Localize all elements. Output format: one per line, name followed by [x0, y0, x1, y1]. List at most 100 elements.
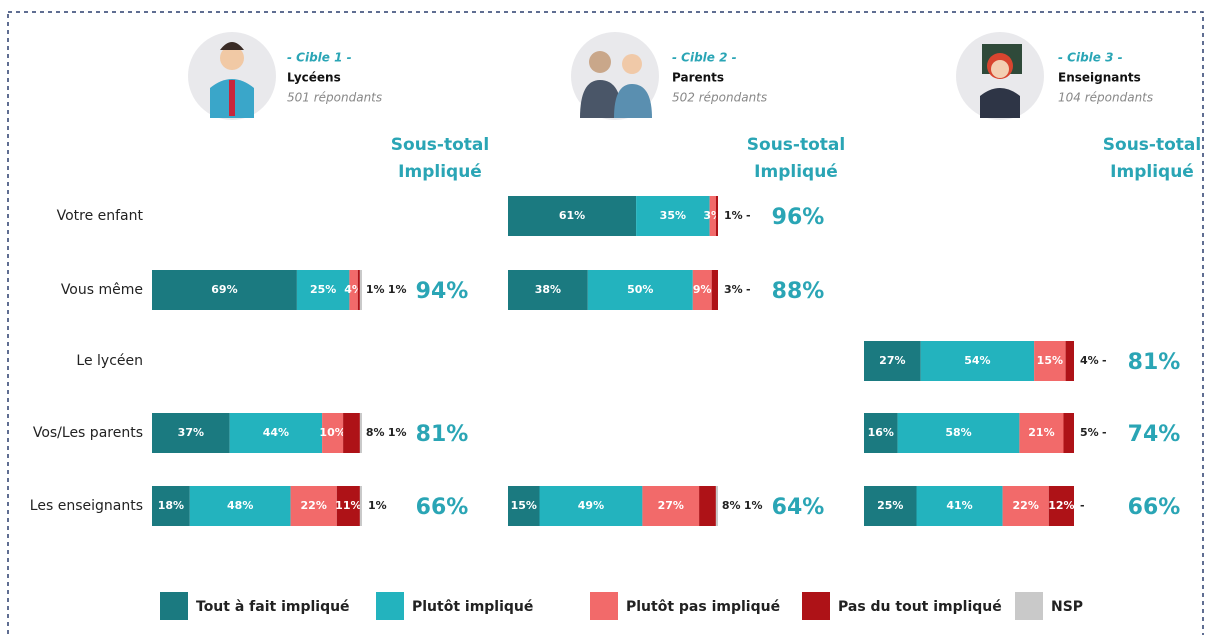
outside-label: 4% — [1080, 354, 1099, 367]
segment-label: 18% — [158, 499, 184, 512]
icon-tie — [229, 80, 235, 116]
cible: - Cible 2 - — [672, 51, 737, 65]
respondents: 104 répondants — [1058, 91, 1153, 105]
segment-label: 25% — [877, 499, 903, 512]
segment-label: 25% — [310, 283, 336, 296]
bar-segment — [508, 196, 637, 236]
segment-label: 37% — [178, 426, 204, 439]
segment-label: 11% — [335, 499, 361, 512]
bar-segment — [152, 486, 190, 526]
bar-segment — [587, 270, 693, 310]
bar-segment — [711, 270, 718, 310]
bar-segment — [897, 413, 1020, 453]
icon-head — [622, 54, 642, 74]
segment-label: 15% — [511, 499, 537, 512]
segment-label: 15% — [1037, 354, 1063, 367]
icon-body — [580, 80, 622, 118]
icon-head — [991, 60, 1009, 78]
bar-segment — [189, 486, 291, 526]
bar-segment — [336, 486, 360, 526]
segment-label: 49% — [578, 499, 604, 512]
legend-swatch — [1015, 592, 1043, 620]
legend-label: Tout à fait impliqué — [196, 599, 350, 615]
icon-head — [589, 51, 611, 73]
bar-segment — [1019, 413, 1064, 453]
subtotal: 64% — [772, 495, 825, 520]
row-label: Le lycéen — [76, 353, 143, 369]
bar-segment — [152, 270, 297, 310]
bar-segment — [1065, 341, 1074, 381]
segment-label: 22% — [1013, 499, 1039, 512]
legend-swatch — [590, 592, 618, 620]
segment-label: 3% — [703, 209, 722, 222]
bar-segment — [715, 486, 718, 526]
bar-segment — [920, 341, 1035, 381]
segment-label: 61% — [559, 209, 585, 222]
frame — [7, 11, 1204, 635]
icon-body — [614, 84, 652, 118]
subtotal-title: Sous-total — [1103, 135, 1201, 155]
segment-label: 54% — [964, 354, 990, 367]
bar-segment — [539, 486, 643, 526]
bar-segment — [1063, 413, 1074, 453]
outside-label: - — [746, 209, 751, 222]
row-label: Vous même — [61, 282, 143, 298]
target-title: Enseignants — [1058, 71, 1141, 85]
bar-segment — [296, 270, 350, 310]
outside-label: - — [1102, 354, 1107, 367]
bar-segment — [1002, 486, 1049, 526]
icon-head — [220, 46, 244, 70]
bar-segment — [229, 413, 323, 453]
outside-label: 1% — [368, 499, 387, 512]
bar-segment — [357, 270, 360, 310]
bar-segment — [343, 413, 360, 453]
segment-label: 41% — [946, 499, 972, 512]
subtotal: 94% — [416, 279, 469, 304]
outside-label: 5% — [1080, 426, 1099, 439]
bar-segment — [636, 196, 710, 236]
subtotal-title: Sous-total — [747, 135, 845, 155]
bar-segment — [322, 413, 344, 453]
row-label: Votre enfant — [57, 208, 144, 224]
legend-swatch — [160, 592, 188, 620]
bar-segment — [709, 196, 716, 236]
bar-segment — [699, 486, 716, 526]
bar-segment — [864, 486, 917, 526]
bar-segment — [916, 486, 1003, 526]
outside-label: 1% — [366, 283, 385, 296]
subtotal: 66% — [416, 495, 469, 520]
row-label: Les enseignants — [30, 498, 143, 514]
legend-label: Pas du tout impliqué — [838, 599, 1002, 615]
cible: - Cible 3 - — [1058, 51, 1123, 65]
row-label: Vos/Les parents — [33, 425, 143, 441]
outside-label: - — [1080, 499, 1085, 512]
cible: - Cible 1 - — [287, 51, 352, 65]
bar-segment — [1048, 486, 1074, 526]
bar-segment — [359, 486, 362, 526]
segment-label: 16% — [868, 426, 894, 439]
target-title: Parents — [672, 71, 724, 85]
subtotal: 81% — [416, 422, 469, 447]
segment-label: 27% — [658, 499, 684, 512]
outside-label: 1% — [744, 499, 763, 512]
subtotal: 96% — [772, 205, 825, 230]
segment-label: 50% — [627, 283, 653, 296]
legend-swatch — [802, 592, 830, 620]
segment-label: 27% — [879, 354, 905, 367]
segment-label: 69% — [211, 283, 237, 296]
segment-label: 38% — [535, 283, 561, 296]
target-title: Lycéens — [287, 71, 341, 85]
icon-body — [980, 88, 1020, 118]
outside-label: 8% — [366, 426, 385, 439]
icon-hair — [220, 42, 244, 50]
segment-label: 22% — [301, 499, 327, 512]
segment-label: 48% — [227, 499, 253, 512]
bar-segment — [359, 413, 362, 453]
outside-label: 3% — [724, 283, 743, 296]
outside-label: - — [1102, 426, 1107, 439]
outside-label: 1% — [388, 283, 407, 296]
segment-label: 44% — [263, 426, 289, 439]
subtotal: 74% — [1128, 422, 1181, 447]
bar-segment — [642, 486, 700, 526]
